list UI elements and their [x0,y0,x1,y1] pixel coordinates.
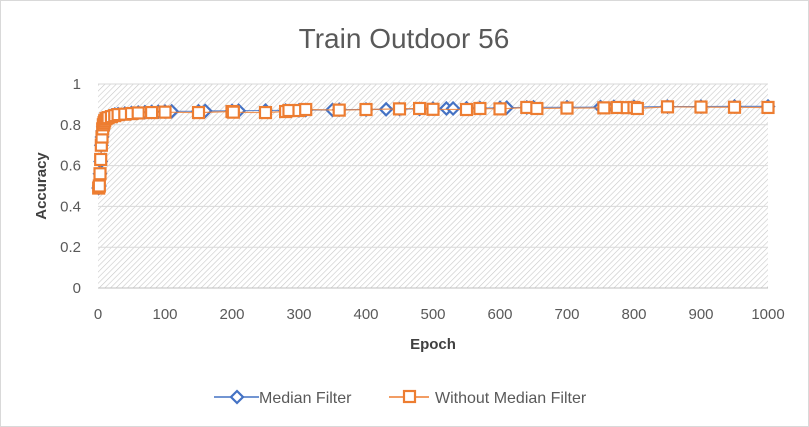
data-point-square [459,102,474,117]
data-point-square [392,102,407,116]
x-tick-label: 500 [420,306,445,323]
data-point-square [473,101,487,116]
data-point-square [426,102,440,116]
data-point-square [226,105,240,119]
y-tick-label: 0.4 [60,198,81,215]
data-point-square [413,101,427,116]
data-point-square [191,105,206,120]
x-axis-tick-labels: 0 100 200 300 400 500 600 700 800 900 1000 [94,306,785,323]
x-tick-label: 800 [621,306,646,323]
data-point-square [258,105,273,120]
chart-title: Train Outdoor 56 [299,23,510,54]
x-tick-label: 200 [219,306,244,323]
data-point-square [597,101,611,115]
y-tick-label: 0.6 [60,158,81,175]
data-point-square [530,101,544,116]
legend-item-median-filter[interactable]: Median Filter [214,389,352,407]
data-point-square [145,105,159,120]
data-point-square [694,100,708,114]
series-without-median-filter [92,100,775,195]
y-tick-label: 0.8 [60,117,81,134]
legend-label-without-median-filter: Without Median Filter [435,390,587,407]
x-tick-label: 1000 [751,306,784,323]
legend-item-without-median-filter[interactable]: Without Median Filter [389,389,587,407]
x-tick-label: 900 [688,306,713,323]
x-tick-label: 700 [554,306,579,323]
data-point-square [630,101,644,116]
x-tick-label: 400 [353,306,378,323]
data-point-square [359,102,373,117]
data-point-diamond [445,100,461,117]
data-point-square [158,105,172,119]
data-point-square [93,167,107,181]
series-layer [91,98,776,196]
x-tick-label: 100 [152,306,177,323]
x-tick-label: 0 [94,306,102,323]
y-tick-label: 0 [73,280,81,297]
plot-area [98,84,768,288]
y-axis-tick-labels: 0 0.2 0.4 0.6 0.8 1 [60,76,81,297]
legend[interactable]: Median Filter Without Median Filter [214,389,587,407]
legend-label-median-filter: Median Filter [259,390,352,407]
data-point-square [92,179,106,193]
x-tick-label: 300 [286,306,311,323]
data-point-square [560,101,574,115]
data-point-square [727,100,742,114]
x-tick-label: 600 [487,306,512,323]
data-point-square [332,103,346,117]
data-point-square [299,102,313,117]
data-point-square [131,106,145,120]
gridlines [98,83,768,248]
data-point-square [493,102,507,116]
y-tick-label: 1 [73,76,81,93]
data-point-square [94,152,108,167]
square-icon [402,389,417,404]
x-axis-label: Epoch [410,336,456,353]
diamond-icon [229,389,245,405]
y-tick-label: 0.2 [60,239,81,256]
data-point-square [660,100,675,114]
data-point-square [761,100,775,115]
y-axis-label: Accuracy [33,152,50,220]
